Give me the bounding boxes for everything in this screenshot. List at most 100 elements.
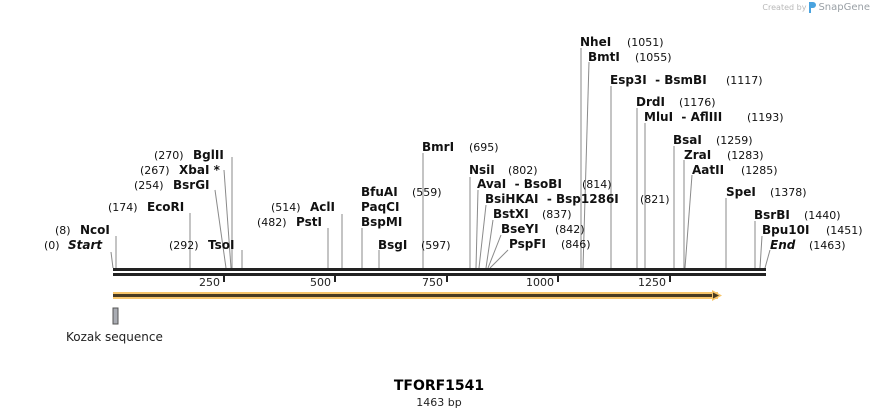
site-pos-esp3i-bsmbi: (1117) xyxy=(726,74,763,87)
site-pos-avai-bsobi: (814) xyxy=(582,178,612,191)
site-pos-ecori: (174) xyxy=(108,201,138,214)
site-line-bsihkai xyxy=(478,204,487,269)
site-name-nhei[interactable]: NheI xyxy=(580,35,611,49)
site-pos-ncoi: (8) xyxy=(55,224,71,237)
site-name-bsai[interactable]: BsaI xyxy=(673,133,702,147)
site-name-xbai[interactable]: XbaI * xyxy=(179,163,221,177)
site-name-ecori[interactable]: EcoRI xyxy=(147,200,184,214)
ruler-tick-1000 xyxy=(557,276,559,282)
site-line-bmti xyxy=(582,61,590,269)
ruler-label-500: 500 xyxy=(310,276,331,289)
site-line-start xyxy=(110,251,114,269)
site-name-bsihkai-bsp1286i[interactable]: BsiHKAI - Bsp1286I xyxy=(485,192,619,206)
site-name-bstxi[interactable]: BstXI xyxy=(493,207,529,221)
site-name-ncoi[interactable]: NcoI xyxy=(80,223,110,237)
site-pos-bmti: (1055) xyxy=(635,51,672,64)
site-name-bfuai[interactable]: BfuAI xyxy=(361,185,398,199)
site-pos-bsgi: (597) xyxy=(421,239,451,252)
site-pos-bfuai: (559) xyxy=(412,186,442,199)
site-pos-spei: (1378) xyxy=(770,186,807,199)
kozak-feature[interactable] xyxy=(112,307,119,325)
site-pos-bstxi: (837) xyxy=(542,208,572,221)
site-name-bseyi[interactable]: BseYI xyxy=(501,222,539,236)
snapgene-credit: Created by SnapGene xyxy=(762,2,870,13)
site-name-pspfi[interactable]: PspFI xyxy=(509,237,546,251)
site-line-xbai xyxy=(223,169,232,269)
ruler-label-1250: 1250 xyxy=(638,276,666,289)
site-name-end[interactable]: End xyxy=(770,238,796,252)
site-pos-psti: (482) xyxy=(257,216,287,229)
backbone-top-strand xyxy=(113,268,766,271)
site-pos-bsrbi: (1440) xyxy=(804,209,841,222)
orf-bar-core xyxy=(113,294,716,297)
site-name-tsoi[interactable]: TsoI xyxy=(208,238,234,252)
ruler-tick-500 xyxy=(334,276,336,282)
site-name-psti[interactable]: PstI xyxy=(296,215,322,229)
site-pos-tsoi: (292) xyxy=(169,239,199,252)
ruler-label-1000: 1000 xyxy=(526,276,554,289)
ruler: 250 500 750 1000 1250 xyxy=(199,276,671,289)
ruler-label-750: 750 xyxy=(422,276,443,289)
site-name-bsrbi[interactable]: BsrBI xyxy=(754,208,790,222)
site-name-drdi[interactable]: DrdI xyxy=(636,95,665,109)
sequence-title: TFORF1541 xyxy=(393,378,485,394)
site-line-end xyxy=(764,249,771,269)
ruler-tick-250 xyxy=(223,276,225,282)
site-name-esp3i-bsmbi[interactable]: Esp3I - BsmBI xyxy=(610,73,707,87)
credit-prefix: Created by xyxy=(762,3,807,12)
site-line-avai xyxy=(475,189,479,269)
site-name-bsgi[interactable]: BsgI xyxy=(378,238,407,252)
site-pos-xbai: (267) xyxy=(140,164,170,177)
site-name-mlui-afliii[interactable]: MluI - AflIII xyxy=(644,110,722,124)
site-name-bmri[interactable]: BmrI xyxy=(422,140,454,154)
ruler-tick-750 xyxy=(446,276,448,282)
site-name-aatii[interactable]: AatII xyxy=(692,163,724,177)
site-pos-nsii: (802) xyxy=(508,164,538,177)
site-pos-acli: (514) xyxy=(271,201,301,214)
site-name-bspmi[interactable]: BspMI xyxy=(361,215,402,229)
site-pos-bmri: (695) xyxy=(469,141,499,154)
site-pos-bsrgi: (254) xyxy=(134,179,164,192)
site-pos-nhei: (1051) xyxy=(627,36,664,49)
site-line-bstxi xyxy=(485,219,494,269)
site-pos-drdi: (1176) xyxy=(679,96,716,109)
ruler-tick-1250 xyxy=(669,276,671,282)
site-pos-zrai: (1283) xyxy=(727,149,764,162)
site-pos-bsihkai-bsp1286i: (821) xyxy=(640,193,670,206)
site-lines xyxy=(110,48,771,269)
sequence-length: 1463 bp xyxy=(416,396,462,409)
site-line-bseyi xyxy=(487,234,502,269)
site-pos-bglii: (270) xyxy=(154,149,184,162)
site-pos-end: (1463) xyxy=(809,239,846,252)
site-pos-bseyi: (842) xyxy=(555,223,585,236)
site-name-paqci[interactable]: PaqCI xyxy=(361,200,399,214)
site-name-bglii[interactable]: BglII xyxy=(193,148,224,162)
site-line-pspfi xyxy=(489,249,509,269)
site-name-zrai[interactable]: ZraI xyxy=(684,148,711,162)
kozak-label: Kozak sequence xyxy=(66,330,163,344)
credit-brand: SnapGene xyxy=(818,2,870,13)
site-pos-start: (0) xyxy=(44,239,60,252)
site-line-bpu10i xyxy=(759,235,763,269)
site-name-spei[interactable]: SpeI xyxy=(726,185,756,199)
site-name-acli[interactable]: AclI xyxy=(310,200,335,214)
backbone-bottom-strand xyxy=(113,273,766,276)
site-name-bmti[interactable]: BmtI xyxy=(588,50,620,64)
site-pos-bsai: (1259) xyxy=(716,134,753,147)
site-line-bsrgi xyxy=(214,189,227,269)
orf-arrowhead-core-icon xyxy=(713,292,719,299)
ruler-label-250: 250 xyxy=(199,276,220,289)
site-name-bsrgi[interactable]: BsrGI xyxy=(173,178,210,192)
site-name-bpu10i[interactable]: Bpu10I xyxy=(762,223,809,237)
orf-feature[interactable] xyxy=(113,290,722,301)
site-pos-pspfi: (846) xyxy=(561,238,591,251)
site-pos-bpu10i: (1451) xyxy=(826,224,863,237)
site-name-start[interactable]: Start xyxy=(68,238,103,252)
site-pos-aatii: (1285) xyxy=(741,164,778,177)
snapgene-logo-icon xyxy=(809,2,817,13)
site-line-aatii xyxy=(684,174,693,269)
site-name-avai-bsobi[interactable]: AvaI - BsoBI xyxy=(477,177,562,191)
site-pos-mlui-afliii: (1193) xyxy=(747,111,784,124)
site-name-nsii[interactable]: NsiI xyxy=(469,163,495,177)
